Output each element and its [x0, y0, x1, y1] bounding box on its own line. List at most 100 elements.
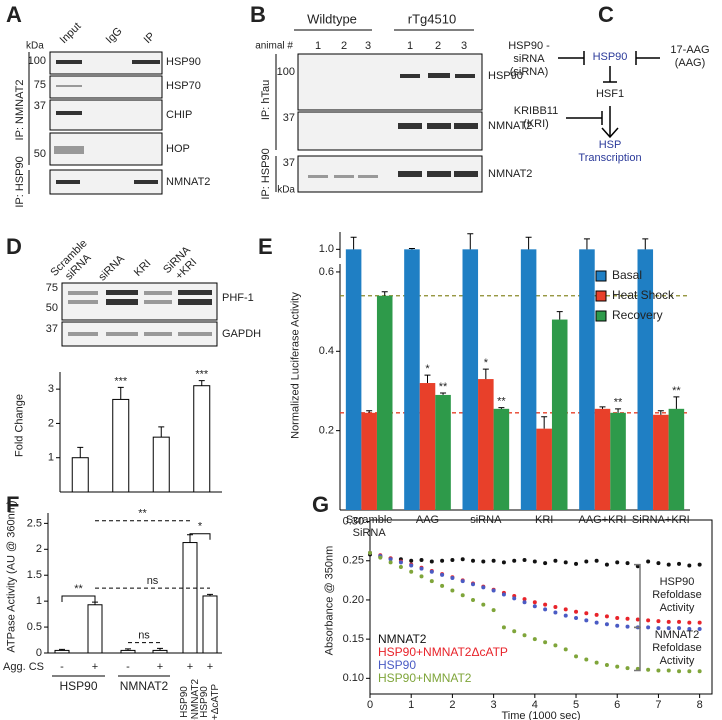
data-point — [532, 559, 537, 564]
significance: * — [425, 363, 430, 375]
data-point — [450, 557, 455, 562]
x-tick-label: + — [92, 661, 98, 673]
x-tick-label: 3 — [491, 699, 497, 711]
data-point — [429, 559, 434, 564]
data-point — [594, 558, 599, 563]
significance: *** — [114, 375, 128, 387]
error-bar — [59, 648, 65, 651]
x-tick-label: + — [187, 661, 193, 673]
error-bar — [350, 236, 357, 250]
y-tick-label: 0.2 — [319, 425, 334, 437]
x-tick-label: siRNA — [470, 514, 502, 526]
legend-label: NMNAT2 — [378, 632, 427, 646]
x-tick-label: 4 — [532, 699, 538, 711]
data-point — [543, 602, 548, 607]
node: HSP90 -siRNA (siRNA) — [508, 40, 550, 78]
error-bar — [92, 601, 98, 605]
data-point — [501, 560, 506, 565]
y-tick-label: 0 — [36, 647, 42, 659]
row-label: Agg. CS — [3, 661, 44, 673]
y-tick-label: 0.15 — [343, 633, 364, 645]
error-bar — [482, 368, 489, 380]
comparison-label: ** — [74, 583, 83, 595]
bar — [637, 249, 654, 511]
y-tick-label: 2.5 — [27, 517, 42, 529]
data-point — [481, 602, 486, 607]
lane-label: 2 — [435, 40, 441, 52]
data-point — [450, 576, 455, 580]
lane-label: 3 — [365, 40, 371, 52]
blot — [297, 111, 483, 151]
data-point — [512, 558, 517, 563]
error-bar — [77, 446, 84, 458]
significance: ** — [672, 385, 681, 397]
blot — [49, 75, 163, 99]
group-label: HSP90 — [59, 679, 97, 693]
x-tick-label: 8 — [697, 699, 703, 711]
node: HSP90 — [592, 51, 628, 63]
error-bar — [673, 396, 680, 409]
lane-label: Input — [58, 20, 84, 46]
error-bar — [440, 392, 447, 395]
data-point — [625, 666, 630, 671]
significance: ** — [614, 397, 623, 409]
data-point — [697, 620, 702, 625]
ip-label: IP: HSP90 — [260, 148, 272, 199]
bar — [54, 649, 70, 654]
bar — [182, 542, 198, 654]
data-point — [471, 558, 476, 563]
legend-label: HSP90+NMNAT2 — [378, 671, 472, 685]
error-bar — [157, 647, 163, 651]
data-point — [594, 612, 599, 617]
data-point — [666, 626, 671, 631]
comparison-label: * — [198, 521, 203, 533]
panel-letter: E — [258, 234, 273, 259]
data-point — [604, 562, 609, 567]
band — [428, 73, 450, 78]
data-point — [574, 654, 579, 659]
bar — [404, 249, 420, 511]
bands — [68, 290, 212, 336]
data-point — [398, 560, 403, 565]
data-point — [666, 619, 671, 624]
bar — [193, 385, 211, 493]
band-label: NMNAT2 — [488, 120, 532, 132]
blot — [49, 51, 163, 75]
y-tick-label: 0.20 — [343, 594, 364, 606]
marker: 100 — [28, 55, 46, 67]
lane-label: 3 — [461, 40, 467, 52]
data-point — [543, 607, 548, 612]
data-point — [512, 629, 517, 634]
band — [334, 175, 354, 178]
data-point — [666, 562, 671, 567]
plot-frame — [369, 519, 713, 695]
data-point — [450, 588, 455, 593]
error-bar — [657, 410, 664, 415]
data-point — [574, 561, 579, 566]
x-tick-label: AAG — [415, 514, 440, 526]
group-label: rTg4510 — [408, 11, 456, 26]
data-point — [419, 557, 424, 562]
blot — [297, 53, 483, 111]
data-point — [553, 605, 558, 609]
data-point — [378, 555, 383, 560]
data-point — [440, 558, 445, 563]
x-tick-label: 5 — [573, 699, 579, 711]
bracket — [634, 626, 641, 672]
data-point — [440, 572, 445, 577]
data-point — [522, 597, 527, 602]
node: KRIBB11 (KRI) — [513, 105, 559, 130]
data-point — [512, 596, 517, 601]
data-point — [584, 657, 589, 662]
y-tick-label: 1.0 — [319, 243, 334, 255]
bar — [579, 249, 595, 511]
data-point — [471, 597, 476, 602]
data-point — [615, 615, 620, 620]
band — [427, 123, 451, 129]
data-point — [677, 561, 682, 566]
error-bar — [525, 236, 532, 250]
data-point — [584, 559, 589, 564]
data-point — [543, 640, 548, 645]
x-tick-label: Scramble SiRNA — [345, 514, 393, 539]
